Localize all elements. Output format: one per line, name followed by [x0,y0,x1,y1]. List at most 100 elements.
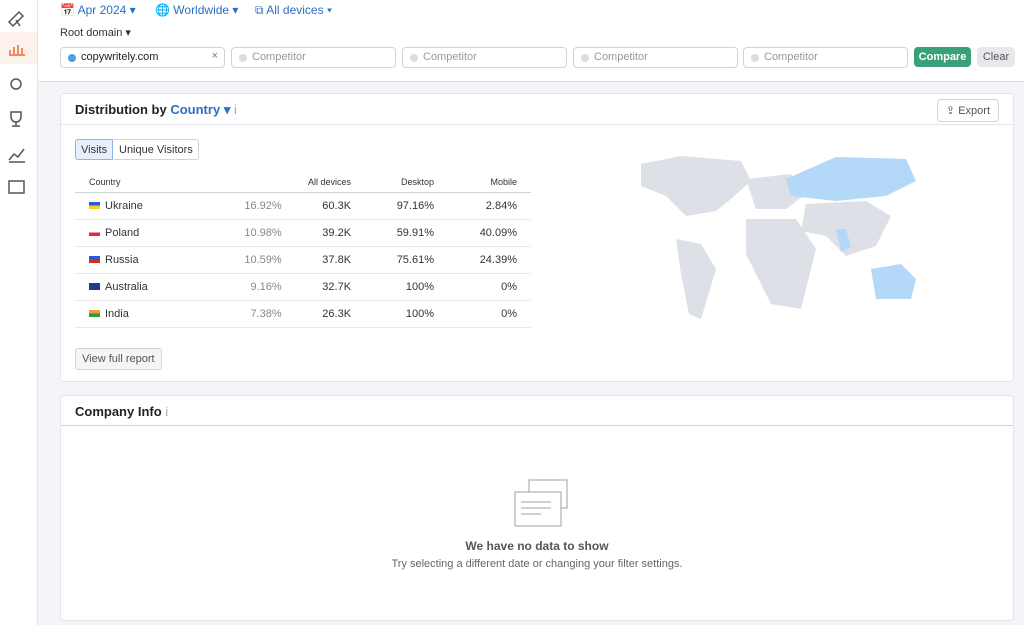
flag [89,283,100,291]
value-cell: 16.92% [212,192,296,220]
title: Company Info [75,404,162,419]
table-row: Russia 10.59% 37.8K 75.61% 24.39% [75,246,531,274]
icon [8,180,25,194]
value-cell: 100% [365,273,448,301]
compare-button[interactable]: Compare [914,47,971,67]
text: 59.91% [396,226,434,239]
column-header: All devices [212,172,366,193]
text: Australia [105,280,148,293]
russia [786,157,916,201]
value-cell: 32.7K [295,273,366,301]
empty-title: We have no data to show [465,539,609,553]
value-cell: 26.3K [295,300,366,328]
text: Poland [105,226,140,239]
domain-input[interactable]: copywritely.com × [60,47,225,68]
text: 0% [501,307,517,320]
title-link[interactable]: Country [170,102,221,117]
value-cell: 10.98% [212,219,296,247]
value-cell: 24.39% [448,246,531,274]
table-row: Poland 10.98% 39.2K 59.91% 40.09% [75,219,531,247]
table-row: India 7.38% 26.3K 100% 0% [75,300,531,328]
value-cell: 7.38% [212,300,296,328]
company-card: Company Info i We have no data to show T… [60,395,1014,621]
value-cell: 100% [365,300,448,328]
text: 7.38% [250,307,282,320]
text: 100% [405,307,434,320]
column-header: Mobile [448,172,531,193]
title: Distribution by [75,102,167,117]
competitor-input[interactable]: Competitor [573,47,738,68]
table-row: Australia 9.16% 32.7K 100% 0% [75,273,531,301]
divider [61,124,1013,125]
full-report-button[interactable]: View full report [75,348,162,370]
value-cell: 2.84% [448,192,531,220]
date-filter[interactable]: 📅 Apr 2024 ▾ [60,3,136,17]
label: All devices [266,3,324,17]
country-table: Country All devices Desktop Mobile Ukraine 16… [75,172,531,328]
text: 24.39% [479,253,517,266]
icon [8,148,25,163]
column-header: Desktop [365,172,448,193]
competitor-input[interactable]: Competitor [402,47,567,68]
value-cell: 0% [448,273,531,301]
value-cell: 40.09% [448,219,531,247]
distribution-card: Distribution by Country ▾ i ⇪ Export Vis… [60,93,1014,382]
region-filter[interactable]: 🌐 Worldwide ▾ [155,3,239,17]
text: 37.8K [322,253,352,266]
text: 40.09% [479,226,517,239]
toolbar: 📅 Apr 2024 ▾ 🌐 Worldwide ▾ ⧉ All devices… [38,0,1024,82]
text: Russia [105,253,139,266]
empty-text: Try selecting a different date or changi… [391,558,683,570]
value-cell: 37.8K [295,246,366,274]
country-cell: India [75,300,213,328]
flag [89,256,100,264]
competitor-input[interactable]: Competitor [231,47,396,68]
value-cell: 10.59% [212,246,296,274]
value: copywritely.com [81,51,159,63]
value-cell: 60.3K [295,192,366,220]
value-cell: 0% [448,300,531,328]
text: 75.61% [396,253,434,266]
competitor-input[interactable]: Competitor [743,47,908,68]
north-america [641,156,751,216]
south-america [676,239,716,319]
africa [746,219,816,309]
india [836,229,851,252]
column-header: Country [75,172,213,193]
domain-type[interactable]: Root domain ▾ [60,27,131,39]
text: India [105,307,129,320]
device-filter[interactable]: ⧉ All devices ▾ [255,3,332,17]
country-cell: Russia [75,246,213,274]
icon [10,111,22,127]
divider [61,425,1013,426]
value-cell: 9.16% [212,273,296,301]
text: 9.16% [250,280,282,293]
text: 2.84% [485,199,517,212]
icon [10,78,22,90]
country-cell: Poland [75,219,213,247]
label: Apr 2024 [77,3,127,17]
country-cell: Australia [75,273,213,301]
table-row: Ukraine 16.92% 60.3K 97.16% 2.84% [75,192,531,220]
icon [9,45,25,56]
text: 100% [405,280,434,293]
clear-button[interactable]: Clear [977,47,1015,67]
text: 16.92% [244,199,282,212]
text: 0% [501,280,517,293]
label: Root domain [60,27,123,39]
text: 97.16% [396,199,434,212]
tab[interactable]: Visits [75,139,114,160]
value-cell: 97.16% [365,192,448,220]
export-button[interactable]: ⇪ Export [936,99,999,122]
card-title: Company Info i [75,404,169,419]
tab[interactable]: Unique Visitors [114,139,199,160]
text: 32.7K [322,280,352,293]
text: 60.3K [322,199,352,212]
empty-icon [514,479,568,527]
icon [7,10,25,28]
label: Export [958,105,990,117]
label: Worldwide [173,3,230,17]
text: 26.3K [322,307,352,320]
country-cell: Ukraine [75,192,213,220]
